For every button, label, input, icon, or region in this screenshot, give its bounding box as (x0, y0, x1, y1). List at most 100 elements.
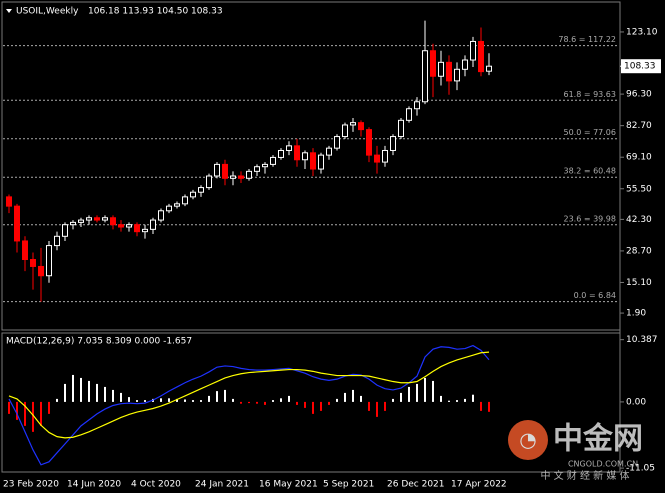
collapse-arrow (6, 9, 12, 13)
candle-body (446, 61, 452, 82)
ohlc-text: 106.18 113.93 104.50 108.33 (88, 7, 223, 17)
candle-body (174, 203, 180, 207)
candle-body (486, 65, 492, 72)
candle-body (190, 191, 196, 198)
candle-body (262, 163, 268, 168)
macd-line (8, 344, 490, 466)
fibo-label: 50.0 = 77.06 (563, 128, 616, 137)
candle-body (166, 205, 172, 212)
candle-body (102, 217, 108, 221)
site: CNGOLD.COM.CN (568, 460, 638, 469)
candle-body (110, 217, 116, 226)
candle-body (246, 170, 252, 179)
candle-body (302, 152, 308, 161)
candle-body (430, 50, 436, 77)
y-tick-label: 42.30 (626, 215, 652, 225)
candle-body (438, 61, 444, 77)
candle-body (134, 224, 140, 233)
fibo-label: 61.8 = 93.63 (563, 90, 616, 99)
y-tick-label: 96.30 (626, 90, 652, 100)
candle-body (238, 175, 244, 179)
y-tick-label: 55.50 (626, 184, 652, 194)
current-price-label: 108.33 (624, 62, 656, 72)
candle-body (366, 129, 372, 156)
candle-body (222, 163, 228, 179)
candle-body (318, 154, 324, 170)
candle-body (390, 136, 396, 151)
candle-body (398, 119, 404, 138)
candle-body (374, 154, 380, 163)
candle-body (22, 240, 28, 260)
candle-body (94, 217, 100, 221)
candle-body (142, 228, 148, 233)
candle-body (38, 265, 44, 277)
watermark: ◔ 中金网 CNGOLD.COM.CN 中 文 财 经 新 媒 体 (508, 420, 643, 482)
y-tick-label: 69.10 (626, 153, 652, 163)
candle-body (182, 196, 188, 205)
candle-body (342, 124, 348, 138)
candle-body (198, 187, 204, 193)
y-tick-label: 28.70 (626, 246, 652, 256)
candle-body (470, 40, 476, 61)
logo-mark: ◔ (519, 428, 536, 452)
macd-title: MACD(12,26,9) 7.035 8.309 0.000 -1.657 (6, 337, 192, 347)
logo (508, 420, 548, 460)
candle-body (150, 219, 156, 230)
x-tick-label: 5 Sep 2021 (323, 480, 374, 490)
candle-body (118, 224, 124, 228)
symbol-title: USOIL,Weekly (16, 7, 79, 17)
candle-body (86, 217, 92, 221)
y-tick-label: 15.10 (626, 278, 652, 288)
candle-body (406, 108, 412, 121)
fibo-label: 23.6 = 39.98 (563, 214, 616, 223)
candle-body (126, 224, 132, 228)
candle-body (46, 245, 52, 277)
y-tick-label: 0.00 (626, 397, 646, 407)
candle-body (70, 221, 76, 226)
candle-body (158, 210, 164, 221)
y-tick-label: 1.90 (626, 309, 646, 319)
candle-body (350, 122, 356, 126)
signal-line (8, 351, 490, 439)
candle-body (278, 149, 284, 158)
candle-body (54, 235, 60, 247)
candle-body (326, 147, 332, 156)
candle-body (254, 166, 260, 172)
candle-body (206, 175, 212, 189)
current-price-box (621, 59, 661, 74)
fibo-label: 38.2 = 60.48 (563, 167, 616, 176)
candle-body (310, 152, 316, 170)
x-tick-label: 4 Oct 2020 (131, 480, 181, 490)
candle-body (30, 259, 36, 267)
x-tick-label: 14 Jun 2020 (67, 480, 121, 490)
candle-body (78, 219, 84, 223)
candle-body (462, 59, 468, 70)
x-tick-label: 26 Dec 2021 (387, 480, 445, 490)
brand: 中金网 (553, 422, 643, 457)
candle-body (14, 205, 20, 242)
y-tick-label: 10.387 (626, 335, 658, 345)
candle-body (334, 136, 340, 149)
y-tick-label: 123.10 (626, 27, 658, 37)
y-tick-label: -11.05 (626, 464, 655, 474)
candle-body (230, 175, 236, 179)
candle-body (414, 101, 420, 110)
candle-body (6, 196, 12, 207)
candle-body (422, 50, 428, 103)
fibo-label: 78.6 = 117.22 (558, 35, 616, 44)
candle-body (478, 40, 484, 73)
x-tick-label: 23 Feb 2020 (3, 480, 59, 490)
candle-body (214, 163, 220, 177)
fibo-label: 0.0 = 6.84 (574, 291, 616, 300)
x-tick-label: 17 Apr 2022 (451, 480, 507, 490)
candle-body (294, 145, 300, 161)
x-tick-label: 24 Jan 2021 (195, 480, 249, 490)
candle-body (454, 68, 460, 82)
candle-body (382, 149, 388, 163)
candle-body (62, 224, 68, 237)
y-tick-label: 82.70 (626, 121, 652, 131)
slogan: 中 文 财 经 新 媒 体 (540, 469, 629, 482)
candle-body (358, 122, 364, 131)
candle-body (286, 145, 292, 151)
